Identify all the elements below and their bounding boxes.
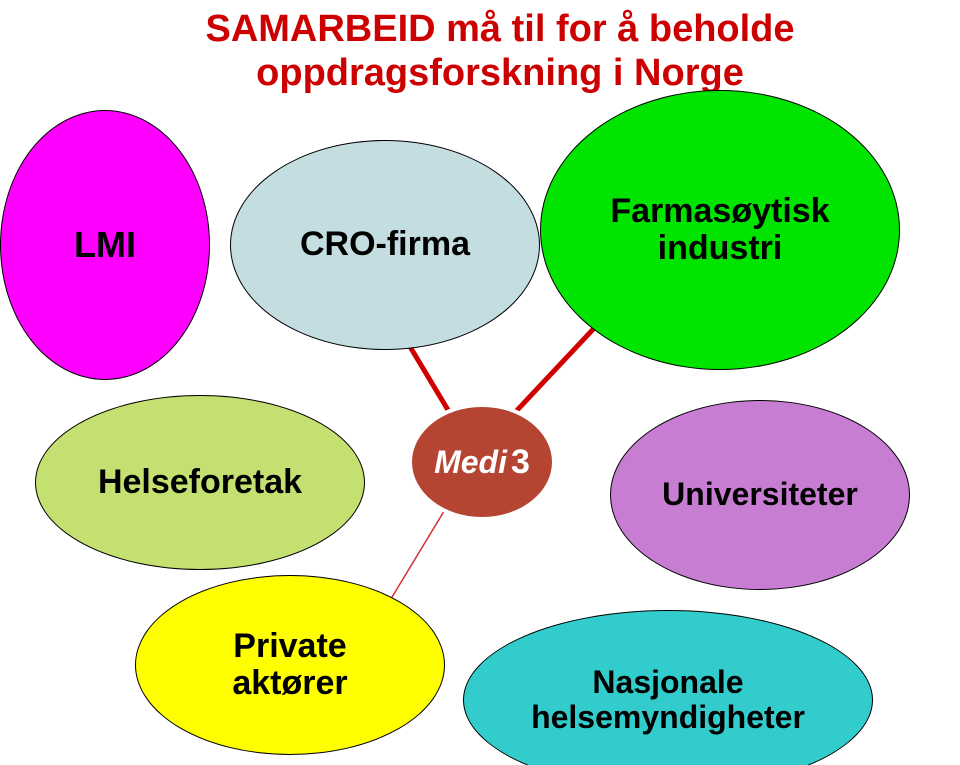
- node-cro: CRO-firma: [230, 140, 540, 350]
- node-farma-label: Farmasøytisk industri: [602, 187, 837, 274]
- node-lmi: LMI: [0, 110, 210, 380]
- medi-logo-num: 3: [511, 443, 530, 482]
- page-title: SAMARBEID må til for å beholde oppdragsf…: [150, 8, 850, 95]
- node-nasjonale-label: Nasjonale helsemyndigheter: [523, 659, 813, 741]
- node-private: Private aktører: [135, 575, 445, 755]
- node-private-label: Private aktører: [224, 622, 355, 709]
- node-cro-label: CRO-firma: [292, 220, 478, 269]
- node-helse-label: Helseforetak: [90, 458, 310, 507]
- medi-logo-text: Medi: [434, 444, 507, 481]
- node-nasjonale: Nasjonale helsemyndigheter: [463, 610, 873, 765]
- node-univ: Universiteter: [610, 400, 910, 590]
- node-lmi-label: LMI: [66, 219, 144, 271]
- node-farma: Farmasøytisk industri: [540, 90, 900, 370]
- medi-logo: Medi 3: [408, 403, 556, 521]
- node-helse: Helseforetak: [35, 395, 365, 570]
- diagram-stage: SAMARBEID må til for å beholde oppdragsf…: [0, 0, 960, 765]
- node-univ-label: Universiteter: [654, 471, 866, 518]
